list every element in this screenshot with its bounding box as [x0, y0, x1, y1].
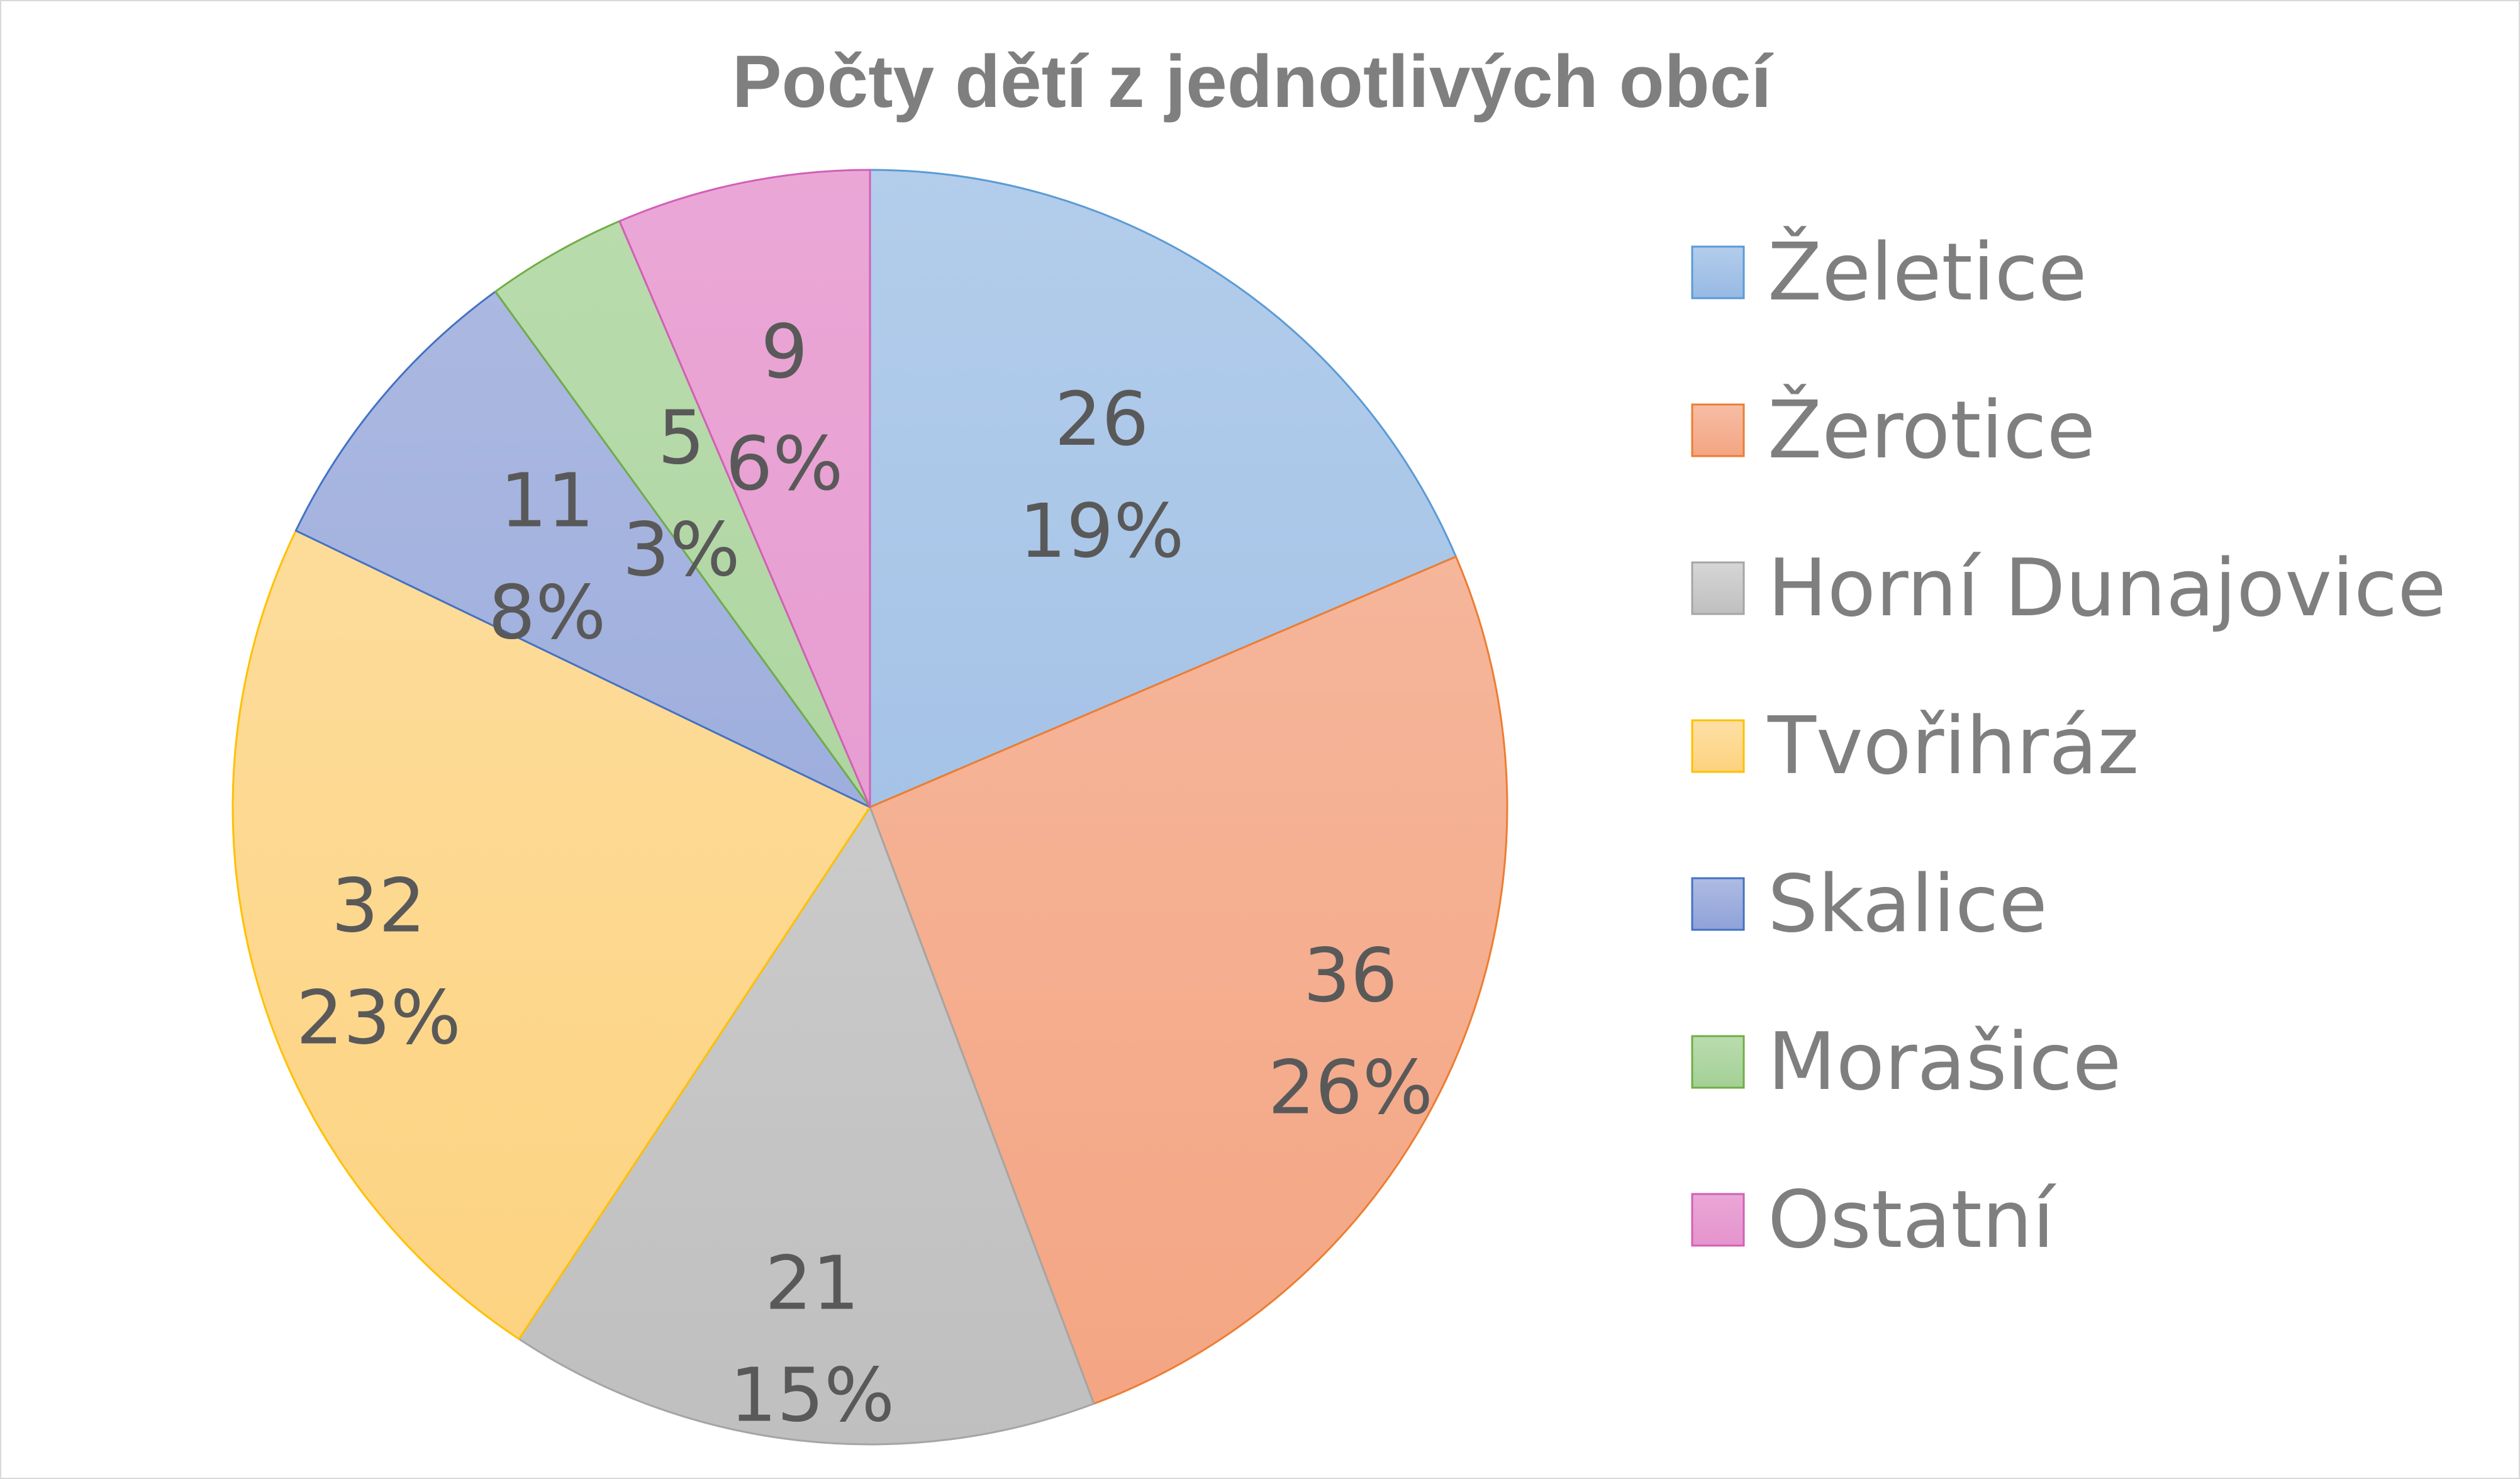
- data-label-percent-morasice: 3%: [622, 506, 740, 593]
- data-labels: 26 19% 36 26% 21 15% 32 23% 11 8% 5 3% 9 6%: [296, 308, 1433, 1438]
- data-label-value-horni-dunajovice: 21: [765, 1239, 859, 1326]
- pie-slice-horni-dunajovice: [518, 806, 1095, 1446]
- data-label-percent-zeletice: 19%: [1019, 488, 1184, 574]
- data-label-value-ostatni: 9: [761, 308, 808, 395]
- legend-swatch-horni-dunajovice: [1691, 561, 1745, 615]
- pie-slice-zeletice: [869, 169, 1457, 808]
- pie-slice-morasice: [494, 220, 871, 808]
- legend-swatch-zeletice: [1691, 245, 1745, 299]
- chart-title: Počty dětí z jednotlivých obcí: [732, 40, 1774, 123]
- pie-slice-zerotice: [869, 555, 1508, 1405]
- legend-swatch-morasice: [1691, 1035, 1745, 1089]
- legend-swatch-tvorihraz: [1691, 719, 1745, 773]
- legend-swatch-ostatni: [1691, 1193, 1745, 1247]
- data-label-value-tvorihraz: 32: [332, 862, 426, 949]
- legend-label-tvorihraz: Tvořihráz: [1767, 700, 2139, 792]
- legend-label-zeletice: Želetice: [1768, 225, 2087, 318]
- legend-label-morasice: Morašice: [1768, 1015, 2121, 1108]
- data-label-percent-ostatni: 6%: [725, 420, 843, 507]
- data-label-percent-horni-dunajovice: 15%: [730, 1351, 895, 1438]
- data-label-value-skalice: 11: [500, 457, 594, 544]
- legend-label-horni-dunajovice: Horní Dunajovice: [1768, 542, 2446, 634]
- data-label-percent-tvorihraz: 23%: [296, 974, 461, 1061]
- data-label-percent-skalice: 8%: [488, 569, 606, 656]
- data-label-value-zeletice: 26: [1054, 376, 1149, 462]
- pie-slice-skalice: [294, 290, 871, 808]
- legend-label-ostatni: Ostatní: [1768, 1173, 2057, 1266]
- pie-slice-tvorihraz: [231, 529, 871, 1340]
- legend: Želetice Žerotice Horní Dunajovice Tvořihrá…: [1691, 225, 2446, 1266]
- legend-swatch-skalice: [1691, 877, 1745, 931]
- pie-slice-ostatni: [618, 169, 871, 808]
- legend-label-skalice: Skalice: [1768, 857, 2048, 950]
- data-label-percent-zerotice: 26%: [1268, 1044, 1433, 1130]
- data-label-value-zerotice: 36: [1303, 932, 1398, 1019]
- pie-slices: [231, 169, 1508, 1446]
- data-label-value-morasice: 5: [658, 394, 705, 481]
- legend-label-zerotice: Žerotice: [1768, 383, 2095, 476]
- legend-swatch-zerotice: [1691, 403, 1745, 457]
